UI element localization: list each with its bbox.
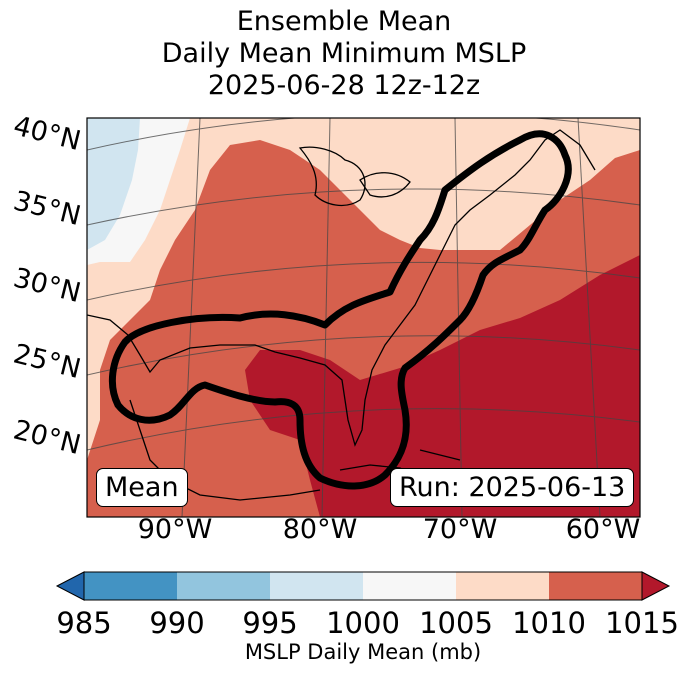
colorbar-tick-985: 985	[56, 606, 112, 640]
fill-1015	[245, 255, 640, 517]
colorbar-tick-995: 995	[242, 606, 298, 640]
colorbar	[55, 571, 671, 601]
colorbar-tick-1010: 1010	[512, 606, 586, 640]
fill-1005-northeast	[450, 132, 580, 250]
colorbar-segment-1000-1005	[363, 572, 456, 600]
title-line-2: Daily Mean Minimum MSLP	[161, 38, 527, 69]
colorbar-tick-1005: 1005	[419, 606, 493, 640]
title-line-3: 2025-06-28 12z-12z	[207, 70, 481, 101]
fill-995	[87, 118, 140, 250]
colorbar-tick-1015: 1015	[605, 606, 679, 640]
title-line-1: Ensemble Mean	[236, 6, 452, 37]
mean-badge: Mean	[96, 468, 188, 507]
mslp-contour-outline	[108, 130, 572, 490]
colorbar-extend-low	[55, 571, 85, 601]
run-date-badge: Run: 2025-06-13	[390, 468, 635, 507]
lon-label-60w: 60°W	[565, 514, 641, 545]
colorbar-segment-985-990	[84, 572, 177, 600]
colorbar-label: MSLP Daily Mean (mb)	[244, 640, 482, 664]
colorbar-extend-high	[641, 571, 671, 601]
map-panel	[86, 117, 641, 518]
lon-label-70w: 70°W	[422, 514, 498, 545]
colorbar-segment-990-995	[177, 572, 270, 600]
lon-label-90w: 90°W	[137, 514, 213, 545]
map-frame	[86, 117, 641, 518]
colorbar-tick-1000: 1000	[326, 606, 400, 640]
colorbar-tick-990: 990	[149, 606, 205, 640]
colorbar-segment-1005-1010	[456, 572, 549, 600]
colorbar-segment-995-1000	[270, 572, 363, 600]
lon-label-80w: 80°W	[282, 514, 358, 545]
colorbar-segment-1010-1015	[549, 572, 642, 600]
